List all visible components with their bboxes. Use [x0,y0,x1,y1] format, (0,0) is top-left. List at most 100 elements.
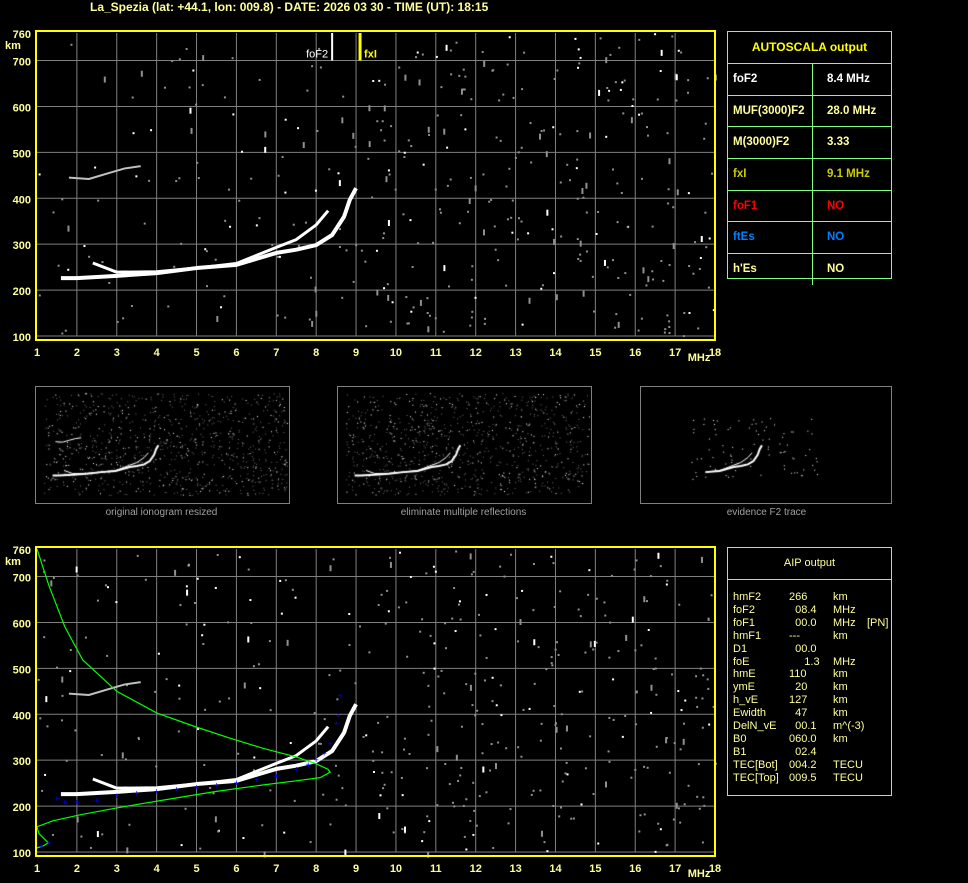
noise-dot [697,763,700,766]
noise-dot [103,76,106,83]
noise-dot [643,813,646,816]
noise-dot [455,41,458,44]
noise-dot [407,322,410,325]
noise-dot [341,296,344,299]
noise-dot [706,678,709,681]
aip-value: 009.5 [789,771,817,784]
autoscala-row: foF1 NO [728,190,891,223]
noise-dot [108,281,111,284]
noise-dot [250,177,253,180]
noise-dot [674,73,677,80]
noise-dot [482,173,485,176]
noise-dot [545,151,548,158]
noise-dot [492,846,495,849]
autoscala-row: h'Es NO [728,254,891,285]
noise-dot [494,763,497,770]
noise-dot [533,682,536,685]
noise-dot [503,575,506,578]
aip-trace-point: + [174,785,179,795]
noise-dot [231,57,234,60]
y-tick-label: 200 [13,286,31,298]
noise-dot [553,77,556,80]
noise-dot [229,225,232,228]
noise-dot [442,330,445,333]
noise-dot [470,278,473,281]
noise-dot [281,155,284,158]
noise-dot [657,552,660,559]
aip-param: foF2 [733,603,756,616]
noise-dot [654,850,657,853]
noise-dot [687,91,690,94]
noise-dot [292,223,295,226]
noise-dot [699,667,702,670]
plot-frame [35,546,716,857]
aip-trace-point: + [328,739,333,749]
aip-param: Ewidth [733,707,767,720]
x-tick-label: 4 [154,347,161,359]
aip-trace-point: + [74,797,79,807]
autoscala-value: NO [827,231,845,244]
noise-dot [659,828,662,831]
noise-dot [106,654,109,657]
noise-dot [649,575,652,578]
noise-dot [61,198,64,201]
noise-dot [553,605,556,608]
x-trace [92,209,330,274]
noise-dot [439,208,442,211]
noise-dot [195,103,198,106]
noise-dot [462,804,465,807]
aip-row: D1 00.0 [733,643,891,656]
noise-dot [673,742,676,745]
noise-dot [622,112,625,115]
noise-dot [523,51,526,54]
noise-dot [52,211,55,214]
x-tick-label: 12 [470,347,482,359]
noise-dot [106,586,109,589]
marker-label-foF2: foF2 [306,49,328,61]
noise-dot [313,712,316,715]
noise-dot [309,841,312,844]
noise-dot [391,301,394,304]
aip-row: hmE 110 km [733,668,891,681]
noise-dot [443,265,446,272]
noise-dot [610,574,613,577]
y-tick-label: 760 [13,29,31,41]
noise-dot [389,561,392,568]
noise-dot [184,807,187,810]
noise-dot [650,711,653,714]
noise-dot [185,585,188,588]
plot-frame [35,30,716,341]
noise-dot [499,684,502,687]
noise-dot [624,272,627,275]
noise-dot [445,647,448,650]
aip-unit: MHz [833,616,856,629]
aip-param: B0 [733,732,747,745]
noise-dot [449,178,452,181]
noise-dot [88,255,91,258]
aip-unit: TECU [833,771,863,784]
noise-dot [463,88,466,91]
noise-dot [700,235,703,242]
noise-dot [433,667,436,670]
thumbnail-caption: original ionogram resized [105,507,218,518]
noise-dot [174,569,177,576]
y-tick-label: 100 [13,848,31,860]
noise-dot [280,612,283,615]
noise-dot [203,764,206,767]
noise-dot [339,228,342,231]
autoscala-value: 28.0 MHz [827,104,877,117]
noise-dot [427,851,430,858]
noise-dot [440,86,443,89]
noise-dot [599,37,602,40]
aip-trace-point: + [333,718,338,728]
noise-dot [576,238,579,241]
noise-dot [315,310,318,317]
noise-dot [626,226,629,229]
noise-dot [708,723,711,726]
noise-dot [577,608,580,611]
autoscala-row: MUF(3000)F2 28.0 MHz [728,95,891,128]
noise-dot [126,684,129,687]
noise-dot [428,134,431,137]
noise-dot [474,714,477,717]
aip-row: Ewidth 47 km [733,707,891,720]
